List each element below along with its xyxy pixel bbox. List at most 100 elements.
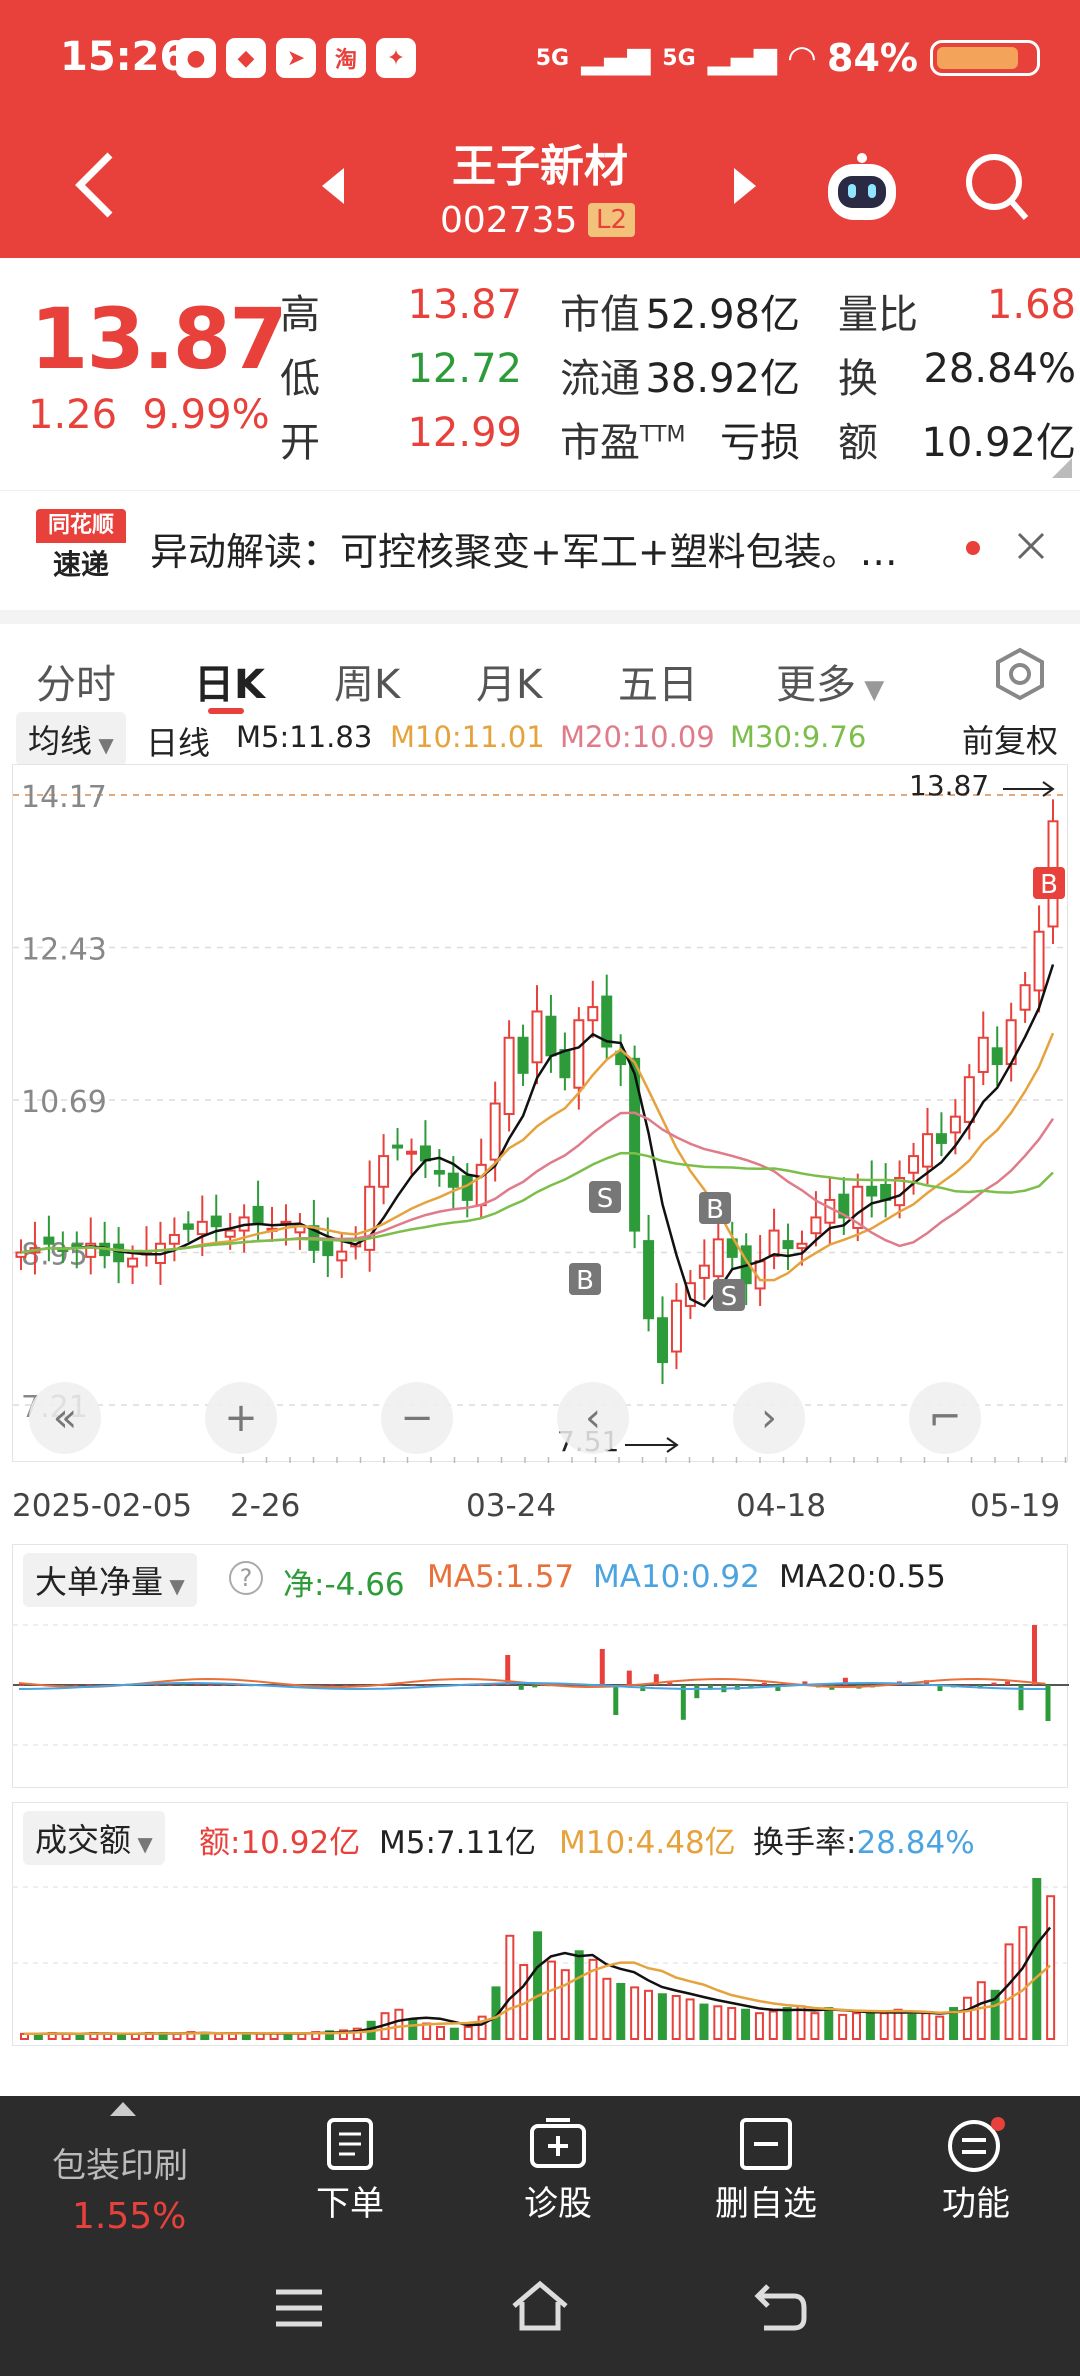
status-right: 5G ▂▄▆ 5G ▂▄▆ ◠ 84% [536,36,1040,80]
prev-stock-icon[interactable] [318,166,348,206]
chart-control-button[interactable] [733,1382,805,1454]
big-order-bar [316,1685,322,1686]
ttm-superscript: TTM [640,422,686,448]
candle-body [963,1076,975,1123]
nav-home-icon[interactable] [510,2280,570,2332]
quote-value: 10.92亿 [921,420,1076,466]
tab-five-day[interactable]: 五日 [618,662,698,708]
tab-daily-k[interactable]: 日K [194,662,265,708]
tab-monthly-k[interactable]: 月K [476,662,543,708]
quote-value: 12.72 [407,346,522,392]
next-stock-icon[interactable] [730,166,760,206]
chart-control-button[interactable] [381,1382,453,1454]
candle-body [768,1229,780,1258]
indicator-selector[interactable]: 均线 ▼ [16,712,126,766]
tab-weekly-k[interactable]: 周K [334,662,401,708]
turnover-bar [352,2027,362,2040]
big-order-svg [13,1624,1069,1746]
trade-marker-bg [589,1181,621,1213]
news-ticker[interactable]: 同花顺 速递 异动解读：可控核聚变+军工+塑料包装。… [0,490,1080,600]
app-notification-icon: ● [176,38,216,78]
tab-timeshare[interactable]: 分时 [36,662,116,708]
trade-marker: S [597,1184,614,1214]
turnover-bar [588,1958,598,2040]
tab-indicator [208,708,244,714]
remove-watchlist-button[interactable]: 删自选 [696,2116,836,2225]
turnover-selector[interactable]: 成交额 ▼ [23,1811,165,1865]
ma20-value: M20:10.09 [560,720,715,754]
signal-bars-icon: ▂▄▆ [707,40,777,76]
robot-assistant-icon[interactable] [822,150,902,224]
battery-icon [930,40,1040,76]
x-label: 04-18 [736,1488,827,1524]
ma30-value: M30:9.76 [730,720,867,754]
turnover-bar [796,2005,806,2040]
chart-control-button[interactable] [205,1382,277,1454]
chart-control-button[interactable] [557,1382,629,1454]
diagnose-button[interactable]: 诊股 [488,2116,628,2225]
order-button[interactable]: 下单 [280,2116,420,2225]
kline-chart[interactable]: 14.1712.4310.698.957.21BSBSB13.877.51«+−… [12,764,1069,1463]
menu-circle-icon [948,2117,1005,2172]
candle-body [15,1251,27,1258]
big-ma20: MA20:0.55 [779,1559,946,1595]
x-label: 03-24 [466,1488,557,1524]
big-order-bar [410,1685,416,1686]
turnover-bar [713,2005,723,2040]
turnover-bar [935,2015,945,2041]
zoom-in-icon: + [224,1395,258,1441]
big-order-bar [478,1685,484,1686]
turnover-bar [962,1996,972,2040]
adjust-mode[interactable]: 前复权 [962,722,1059,760]
big-order-bar [167,1685,173,1686]
quote-value: 28.84% [923,346,1076,392]
big-order-bar [518,1685,524,1690]
big-order-bar [505,1655,511,1685]
candle-body [852,1185,864,1229]
candle-body [657,1317,669,1364]
big-order-bar [572,1685,578,1686]
turnover-bar [325,2030,335,2041]
turnover-bar [990,1989,1000,2040]
quote-label-text: 流通 [560,356,640,402]
big-order-bar [923,1680,929,1685]
stock-code: 002735 [440,200,578,241]
back-icon[interactable] [70,150,120,220]
close-icon[interactable] [1016,531,1046,561]
quote-label: 高 [280,292,320,338]
candle-body [127,1257,139,1268]
amount-m10: M10:4.48亿 [559,1825,736,1861]
big-ma5: MA5:1.57 [427,1559,575,1595]
nav-back-icon[interactable] [754,2282,808,2332]
chart-control-button[interactable] [29,1382,101,1454]
ma10-value: M10:11.01 [390,720,545,754]
sector-name[interactable]: 包装印刷 [52,2146,188,2186]
turnover-panel: 成交额 ▼ 额:10.92亿 M5:7.11亿 M10:4.48亿 换手率:28… [12,1802,1069,2046]
candle-body [531,1010,543,1064]
nav-menu-icon[interactable] [274,2286,324,2330]
net-value: 净:-4.66 [283,1567,405,1603]
candle-body [1033,930,1045,992]
candle-body [489,1102,501,1161]
search-icon[interactable] [962,150,1032,224]
function-label: 功能 [942,2184,1010,2224]
big-order-bar [802,1681,808,1685]
ma5-line [20,964,1055,1308]
remove-watchlist-label: 删自选 [715,2184,817,2224]
trade-marker: B [706,1195,724,1225]
big-order-selector[interactable]: 大单净量 ▼ [23,1553,197,1607]
turnover-bar [727,2007,737,2040]
turnover-label: 成交额 [35,1821,132,1859]
settings-icon[interactable] [992,646,1048,702]
turnover-bar [741,2008,751,2040]
candle-body [573,1019,585,1089]
turnover-bar [616,1982,626,2040]
help-icon[interactable]: ? [229,1561,263,1595]
function-button[interactable]: 功能 [906,2116,1046,2225]
trade-marker: B [1040,870,1058,900]
big-order-bar [1004,1681,1010,1685]
chart-control-button[interactable] [909,1382,981,1454]
tab-more[interactable]: 更多 ▼ [776,652,884,710]
big-order-bar [1045,1685,1051,1721]
turnover-bar [602,1977,612,2040]
